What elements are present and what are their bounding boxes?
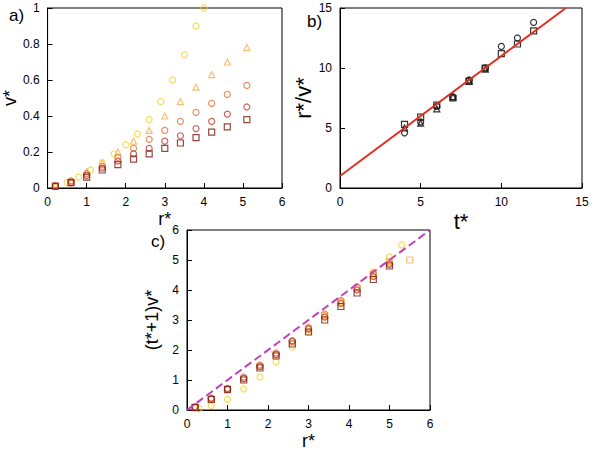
svg-text:5: 5 xyxy=(240,195,247,209)
svg-text:5: 5 xyxy=(386,417,393,431)
svg-text:0.4: 0.4 xyxy=(23,109,40,123)
svg-text:(t*+1)v*: (t*+1)v* xyxy=(142,290,162,351)
svg-text:1: 1 xyxy=(172,373,179,387)
svg-text:0: 0 xyxy=(184,417,191,431)
svg-text:c): c) xyxy=(151,232,165,251)
svg-text:5: 5 xyxy=(325,121,332,135)
svg-text:15: 15 xyxy=(575,195,589,209)
svg-text:5: 5 xyxy=(417,195,424,209)
svg-text:6: 6 xyxy=(279,195,286,209)
svg-text:4: 4 xyxy=(201,195,208,209)
svg-text:2: 2 xyxy=(122,195,129,209)
svg-text:2: 2 xyxy=(172,343,179,357)
svg-text:1: 1 xyxy=(33,1,40,15)
svg-text:6: 6 xyxy=(427,417,434,431)
svg-text:a): a) xyxy=(9,6,24,25)
svg-text:6: 6 xyxy=(172,223,179,237)
svg-text:1: 1 xyxy=(224,417,231,431)
svg-text:v*: v* xyxy=(0,90,20,106)
svg-text:4: 4 xyxy=(172,283,179,297)
svg-text:r*: r* xyxy=(302,431,315,451)
svg-text:0: 0 xyxy=(33,181,40,195)
svg-text:3: 3 xyxy=(305,417,312,431)
svg-text:b): b) xyxy=(307,12,322,31)
svg-text:0: 0 xyxy=(172,403,179,417)
svg-text:0: 0 xyxy=(325,181,332,195)
svg-text:0.8: 0.8 xyxy=(23,37,40,51)
svg-text:r*/v*: r*/v* xyxy=(291,77,316,119)
svg-text:4: 4 xyxy=(346,417,353,431)
svg-text:5: 5 xyxy=(172,253,179,267)
svg-text:3: 3 xyxy=(161,195,168,209)
svg-text:t*: t* xyxy=(454,209,469,234)
svg-text:1: 1 xyxy=(83,195,90,209)
svg-text:0: 0 xyxy=(337,195,344,209)
svg-text:r*: r* xyxy=(158,209,171,229)
svg-text:15: 15 xyxy=(318,1,332,15)
svg-text:0.2: 0.2 xyxy=(23,145,40,159)
svg-text:2: 2 xyxy=(265,417,272,431)
svg-text:3: 3 xyxy=(172,313,179,327)
svg-text:0.6: 0.6 xyxy=(23,73,40,87)
svg-text:0: 0 xyxy=(44,195,51,209)
svg-text:10: 10 xyxy=(495,195,509,209)
svg-text:10: 10 xyxy=(319,61,333,75)
